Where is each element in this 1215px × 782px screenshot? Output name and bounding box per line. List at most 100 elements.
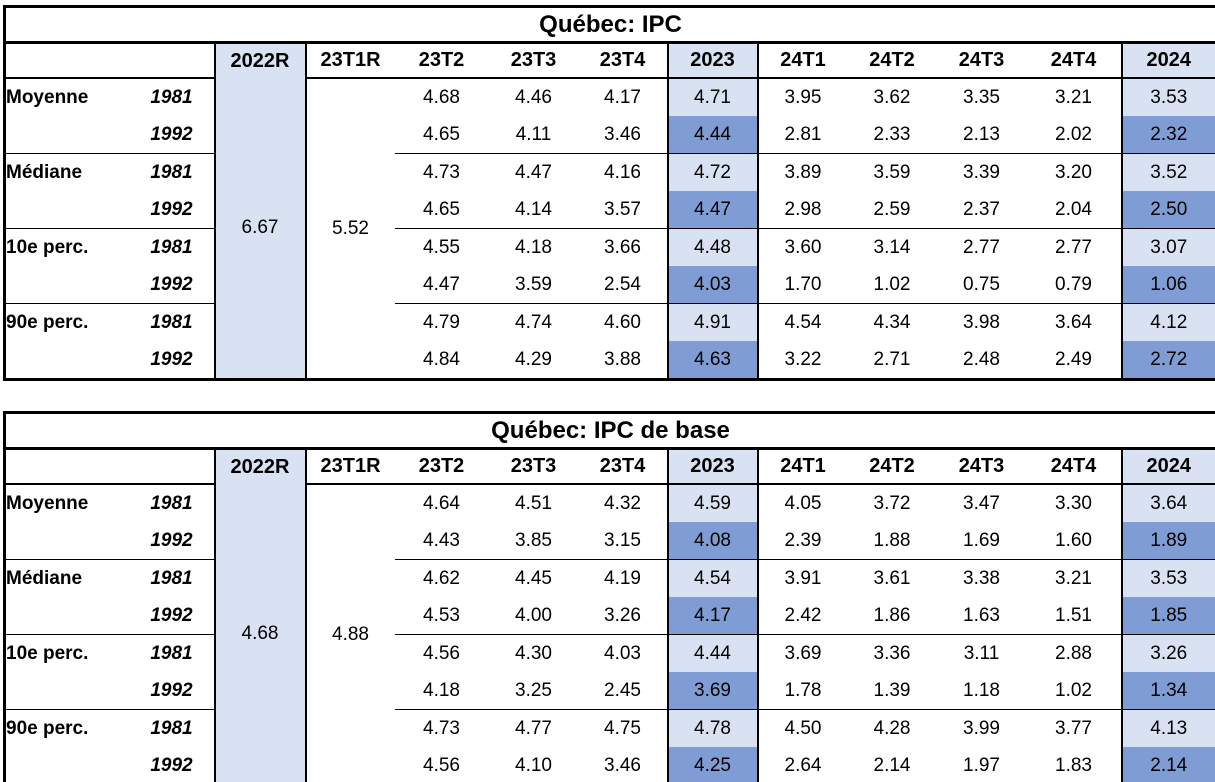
table-body: Moyenne 1981 4.68 4.88 4.64 4.51 4.32 4.59 4.05 3… bbox=[4, 484, 1215, 782]
column-header-23t1r: 23T1R bbox=[305, 42, 395, 79]
value-cell: 1.02 bbox=[873, 273, 911, 295]
annual-value-cell: 4.08 bbox=[666, 522, 759, 560]
table-row: 10e perc. 1981 4.56 4.30 4.03 4.44 3.69 3.36 3.1… bbox=[4, 634, 1215, 672]
value-cell: 3.20 bbox=[1026, 153, 1122, 191]
row-label bbox=[5, 672, 130, 710]
row-label bbox=[5, 747, 130, 782]
value-cell: 3.57 bbox=[604, 198, 641, 220]
value-cell: 2.45 bbox=[604, 679, 641, 701]
value-cell: 2.13 bbox=[963, 123, 1000, 145]
value-cell: 4.73 bbox=[394, 709, 489, 747]
title-row: Québec: IPC de base bbox=[4, 412, 1215, 450]
value-cell: 2.49 bbox=[1055, 348, 1092, 370]
value-cell: 1.51 bbox=[1055, 604, 1092, 626]
value-cell: 3.21 bbox=[1026, 559, 1122, 597]
column-header-23t2: 23T2 bbox=[394, 448, 489, 485]
value-cell: 4.16 bbox=[578, 153, 668, 191]
merged-23t1r-cell: 4.88 bbox=[332, 623, 369, 645]
value-cell: 1.63 bbox=[963, 604, 1000, 626]
year-label: 1981 bbox=[129, 303, 215, 341]
annual-value-cell: 1.34 bbox=[1120, 672, 1215, 710]
value-cell: 3.60 bbox=[757, 228, 848, 266]
value-cell: 4.11 bbox=[515, 123, 552, 145]
value-cell: 3.35 bbox=[963, 86, 1000, 108]
row-label: Médiane bbox=[4, 153, 130, 191]
value-cell: 3.89 bbox=[757, 153, 848, 191]
row-label: Moyenne bbox=[6, 86, 89, 108]
year-label: 1992 bbox=[150, 529, 193, 551]
column-header-23t3: 23T3 bbox=[488, 42, 579, 79]
value-cell: 4.34 bbox=[847, 303, 937, 341]
value-cell: 2.64 bbox=[784, 754, 822, 776]
column-header-24t3: 24T3 bbox=[936, 448, 1027, 485]
row-label bbox=[5, 266, 130, 304]
annual-value-cell: 4.12 bbox=[1120, 303, 1215, 341]
value-cell: 2.98 bbox=[784, 198, 822, 220]
annual-value-cell: 3.64 bbox=[1120, 484, 1215, 522]
table-title: Québec: IPC de base bbox=[4, 412, 1215, 450]
row-label: Médiane bbox=[4, 559, 130, 597]
annual-value-cell: 4.44 bbox=[666, 634, 759, 672]
value-cell: 4.65 bbox=[423, 123, 460, 145]
value-cell: 2.37 bbox=[963, 198, 1000, 220]
value-cell: 2.59 bbox=[873, 198, 911, 220]
column-header-23t4: 23T4 bbox=[578, 42, 668, 79]
value-cell: 4.68 bbox=[423, 86, 460, 108]
value-cell: 4.14 bbox=[515, 198, 552, 220]
table-row: 1992 4.53 4.00 3.26 4.17 2.42 1.86 1.63 1.51 1.85 bbox=[5, 597, 1215, 635]
table-row: Moyenne 1981 4.68 4.88 4.64 4.51 4.32 4.59 4.05 3… bbox=[5, 484, 1215, 782]
table-quebec-ipc: Québec: IPC 2022R 23T1R 23T2 23T3 23T4 2023 24… bbox=[3, 5, 1215, 381]
value-cell: 3.59 bbox=[847, 153, 937, 191]
annual-value-cell: 4.47 bbox=[666, 191, 759, 229]
value-cell: 2.77 bbox=[1026, 228, 1122, 266]
value-cell: 4.60 bbox=[578, 303, 668, 341]
value-cell: 3.85 bbox=[515, 529, 552, 551]
value-cell: 4.17 bbox=[604, 86, 641, 108]
value-cell: 4.53 bbox=[423, 604, 460, 626]
value-cell: 4.46 bbox=[515, 86, 552, 108]
annual-value-cell: 1.89 bbox=[1120, 522, 1215, 560]
value-cell: 3.95 bbox=[784, 86, 822, 108]
value-cell: 4.30 bbox=[488, 634, 579, 672]
header-row: 2022R 23T1R 23T2 23T3 23T4 2023 24T1 24T2 24T3 24… bbox=[4, 448, 1215, 485]
value-cell: 4.00 bbox=[515, 604, 552, 626]
column-header-2022r: 2022R bbox=[213, 42, 307, 78]
value-cell: 3.77 bbox=[1026, 709, 1122, 747]
value-cell: 3.62 bbox=[873, 86, 911, 108]
value-cell: 3.64 bbox=[1026, 303, 1122, 341]
value-cell: 3.59 bbox=[515, 273, 552, 295]
year-label: 1992 bbox=[150, 754, 193, 776]
value-cell: 2.33 bbox=[873, 123, 911, 145]
value-cell: 1.88 bbox=[873, 529, 911, 551]
value-cell: 4.03 bbox=[578, 634, 668, 672]
annual-value-cell: 2.72 bbox=[1120, 341, 1215, 380]
row-label: 10e perc. bbox=[4, 228, 130, 266]
value-cell: 4.73 bbox=[394, 153, 489, 191]
value-cell: 4.77 bbox=[488, 709, 579, 747]
table-row: 1992 4.65 4.14 3.57 4.47 2.98 2.59 2.37 2.04 2.50 bbox=[5, 191, 1215, 229]
value-cell: 3.72 bbox=[873, 492, 911, 514]
annual-value-cell: 4.13 bbox=[1120, 709, 1215, 747]
row-label bbox=[5, 522, 130, 560]
annual-value-cell: 4.78 bbox=[666, 709, 759, 747]
annual-value-cell: 4.59 bbox=[666, 484, 759, 522]
column-header-23t3: 23T3 bbox=[488, 448, 579, 485]
value-cell: 2.04 bbox=[1055, 198, 1092, 220]
row-label bbox=[5, 341, 130, 380]
year-label: 1981 bbox=[129, 228, 215, 266]
value-cell: 3.25 bbox=[515, 679, 552, 701]
annual-value-cell: 4.25 bbox=[666, 747, 759, 782]
year-label: 1992 bbox=[150, 198, 193, 220]
table-row: 1992 4.84 4.29 3.88 4.63 3.22 2.71 2.48 2.49 2.72 bbox=[5, 341, 1215, 380]
year-label: 1992 bbox=[150, 679, 193, 701]
value-cell: 4.18 bbox=[423, 679, 460, 701]
value-cell: 3.99 bbox=[936, 709, 1027, 747]
value-cell: 3.11 bbox=[936, 634, 1027, 672]
row-label bbox=[5, 116, 130, 154]
value-cell: 4.18 bbox=[488, 228, 579, 266]
row-label bbox=[5, 191, 130, 229]
value-cell: 2.02 bbox=[1055, 123, 1092, 145]
value-cell: 4.47 bbox=[488, 153, 579, 191]
value-cell: 2.54 bbox=[604, 273, 641, 295]
